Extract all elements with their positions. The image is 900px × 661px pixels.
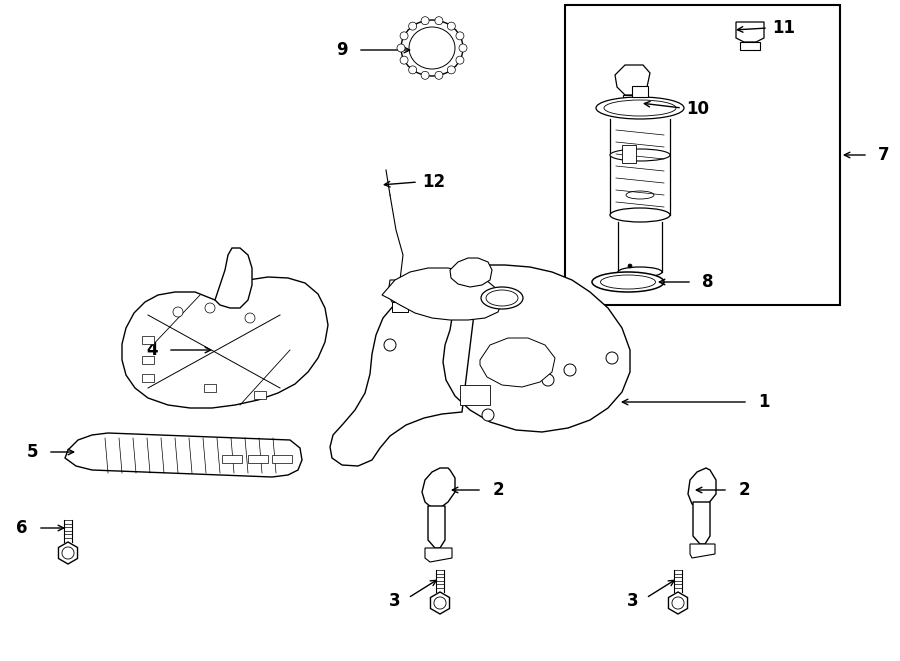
Ellipse shape [481,287,523,309]
Text: 7: 7 [878,146,890,164]
Circle shape [456,32,464,40]
Polygon shape [669,592,688,614]
Polygon shape [215,248,252,308]
Circle shape [409,22,417,30]
Circle shape [482,409,494,421]
Ellipse shape [592,272,664,292]
Polygon shape [58,542,77,564]
Ellipse shape [618,267,662,277]
Text: 5: 5 [26,443,38,461]
Polygon shape [688,468,716,508]
Bar [272,455,292,463]
Text: 2: 2 [738,481,750,499]
Bar [565,5,840,305]
Bar [222,455,242,463]
Polygon shape [480,338,555,387]
Circle shape [542,374,554,386]
Bar [142,374,154,382]
Ellipse shape [401,20,463,76]
Circle shape [606,352,618,364]
Ellipse shape [596,97,684,119]
Text: 9: 9 [337,41,347,59]
Polygon shape [632,86,648,97]
Polygon shape [460,385,490,405]
Text: 6: 6 [16,519,28,537]
Text: 11: 11 [772,19,796,37]
Circle shape [447,22,455,30]
Circle shape [400,32,408,40]
Bar [254,391,266,399]
Polygon shape [330,265,630,466]
Polygon shape [428,506,445,548]
Polygon shape [740,42,760,50]
Bar [204,384,216,392]
Bar [142,336,154,344]
Ellipse shape [610,149,670,161]
Circle shape [435,17,443,24]
Circle shape [245,313,255,323]
Text: 2: 2 [492,481,504,499]
Circle shape [205,303,215,313]
Circle shape [456,56,464,64]
Polygon shape [425,548,452,562]
Ellipse shape [610,208,670,222]
Text: 12: 12 [422,173,446,190]
Circle shape [421,17,429,24]
Text: 8: 8 [702,273,714,291]
Polygon shape [122,277,328,408]
Polygon shape [693,502,710,544]
Polygon shape [615,65,650,95]
Polygon shape [388,280,412,302]
Polygon shape [65,433,302,477]
Circle shape [384,339,396,351]
Polygon shape [422,468,455,508]
Polygon shape [736,22,764,42]
Circle shape [409,66,417,74]
Bar [248,455,268,463]
Circle shape [447,66,455,74]
Text: 3: 3 [626,592,638,609]
Polygon shape [450,258,492,287]
Text: 3: 3 [389,592,400,609]
Text: 10: 10 [687,100,709,118]
Circle shape [173,307,183,317]
Polygon shape [690,544,715,558]
Circle shape [435,71,443,79]
Polygon shape [623,95,637,103]
Text: 4: 4 [146,341,158,359]
Text: 1: 1 [758,393,770,411]
Bar [622,145,636,163]
Polygon shape [382,268,502,320]
Circle shape [397,44,405,52]
Polygon shape [430,592,449,614]
Bar [142,356,154,364]
Circle shape [459,44,467,52]
Circle shape [421,71,429,79]
Circle shape [628,264,632,268]
Circle shape [564,364,576,376]
Circle shape [400,56,408,64]
Bar [392,302,408,312]
